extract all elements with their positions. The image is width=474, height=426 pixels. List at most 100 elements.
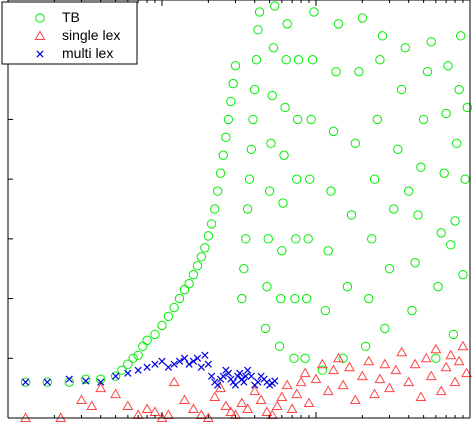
data-point [244,366,252,374]
data-point [282,19,292,29]
data-point [180,354,189,362]
data-point [333,19,344,29]
data-point [207,372,216,380]
data-point [76,394,87,405]
data-point [461,367,473,378]
data-point [274,341,285,352]
data-point [410,258,420,268]
data-point [354,66,364,77]
data-point [276,293,286,304]
data-point [248,114,258,125]
data-point [286,403,298,413]
data-point [151,360,159,368]
data-point [260,323,271,334]
data-point [448,329,459,340]
data-point [55,412,67,422]
legend-marker-symbol [36,50,44,58]
legend-marker-tb [35,13,45,23]
data-point [300,353,310,363]
data-point [175,357,184,365]
data-point [360,341,371,352]
data-point [306,114,316,125]
data-point [350,138,361,149]
data-point [65,375,73,383]
legend-entry-multi-lex: multi lex [36,45,113,61]
data-point [196,252,207,262]
legend-label-multi-lex: multi lex [62,45,113,61]
data-point [322,385,334,396]
data-point [403,376,415,387]
data-point [185,360,193,368]
legend-label-tb: TB [62,9,80,25]
data-point [380,323,390,334]
data-point [267,90,277,101]
data-point [142,335,152,346]
data-point [202,412,214,422]
data-point [197,363,205,371]
data-point [158,357,166,365]
data-point [266,138,276,149]
series-single-lex [20,340,473,422]
data-point [449,376,461,387]
legend-entry-single-lex: single lex [34,27,120,43]
data-point [86,400,98,411]
data-point [236,397,248,408]
data-point [396,84,407,95]
data-point [440,361,452,372]
data-point [124,369,132,377]
data-point [356,370,368,381]
data-point [239,264,249,274]
data-point [164,363,172,371]
data-point [189,357,198,365]
data-point [441,108,451,119]
data-point [254,7,265,17]
data-point [426,37,436,47]
data-point [218,150,228,160]
data-point [415,391,427,402]
data-point [291,388,303,399]
data-point [443,60,453,71]
data-point [262,281,272,292]
data-point [110,388,122,399]
data-point [150,329,160,340]
data-point [453,355,465,366]
data-point [342,281,353,292]
data-point [326,186,336,196]
data-point [390,364,402,375]
data-point [200,243,210,253]
data-point [242,204,253,214]
data-point [367,234,377,244]
data-point [369,388,381,399]
data-point [328,126,339,137]
data-point [416,162,426,172]
data-point [436,228,446,238]
data-point [349,394,361,405]
data-point [384,382,395,393]
data-point [454,84,464,95]
data-point [163,311,174,322]
data-point [404,186,414,196]
data-point [439,168,449,178]
data-point [249,385,261,396]
data-point [201,351,209,359]
data-point [220,400,232,411]
data-point [204,360,212,368]
data-point [187,403,199,413]
data-point [261,406,273,416]
data-point [279,150,289,160]
data-point [64,377,74,387]
data-point [230,60,241,71]
data-point [328,364,340,375]
data-point [303,234,313,244]
data-point [460,174,470,184]
series-tb [20,1,472,387]
data-marks [20,1,473,422]
data-point [270,1,280,11]
legend-label-single-lex: single lex [62,27,120,43]
data-point [393,144,403,154]
data-point [320,305,331,316]
data-point [210,204,220,214]
data-point [179,284,190,295]
legend-box [1,1,138,65]
